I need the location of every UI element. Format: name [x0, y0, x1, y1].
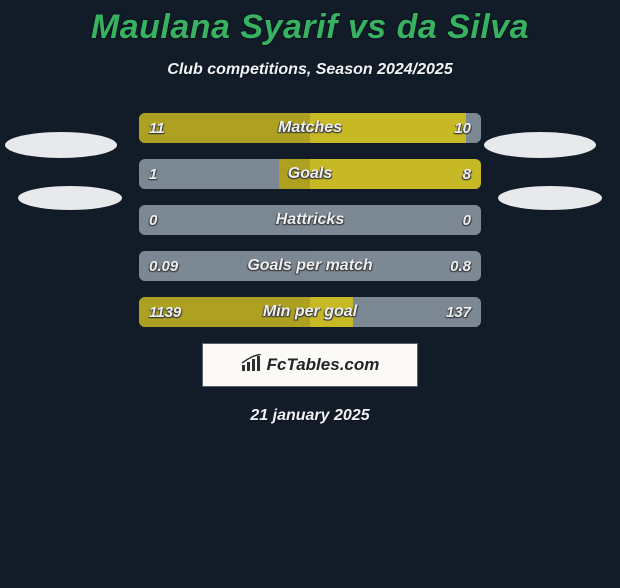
fill-left: [139, 297, 310, 327]
subtitle: Club competitions, Season 2024/2025: [0, 61, 620, 79]
fill-left: [139, 113, 310, 143]
shape-left-mid: [18, 186, 122, 210]
stat-row: Goals per match0.090.8: [139, 251, 481, 281]
stat-row: Hattricks00: [139, 205, 481, 235]
track-right: [310, 205, 481, 235]
shape-left-top: [5, 132, 117, 158]
fill-left: [279, 159, 310, 189]
fill-right: [310, 113, 466, 143]
fill-right: [310, 297, 353, 327]
comparison-chart: Matches1110 Goals18 Hattricks00 Goals per m…: [139, 113, 481, 327]
page-title: Maulana Syarif vs da Silva: [0, 8, 620, 47]
track-right: [310, 251, 481, 281]
stat-row: Min per goal1139137: [139, 297, 481, 327]
track-left: [139, 205, 310, 235]
brand-chart-icon: [241, 354, 263, 377]
shape-right-mid: [498, 186, 602, 210]
brand-text: FcTables.com: [267, 355, 380, 375]
stat-row: Goals18: [139, 159, 481, 189]
shape-right-top: [484, 132, 596, 158]
fill-right: [310, 159, 481, 189]
brand-box: FcTables.com: [202, 343, 418, 387]
stat-row: Matches1110: [139, 113, 481, 143]
date-line: 21 january 2025: [0, 407, 620, 425]
track-left: [139, 251, 310, 281]
